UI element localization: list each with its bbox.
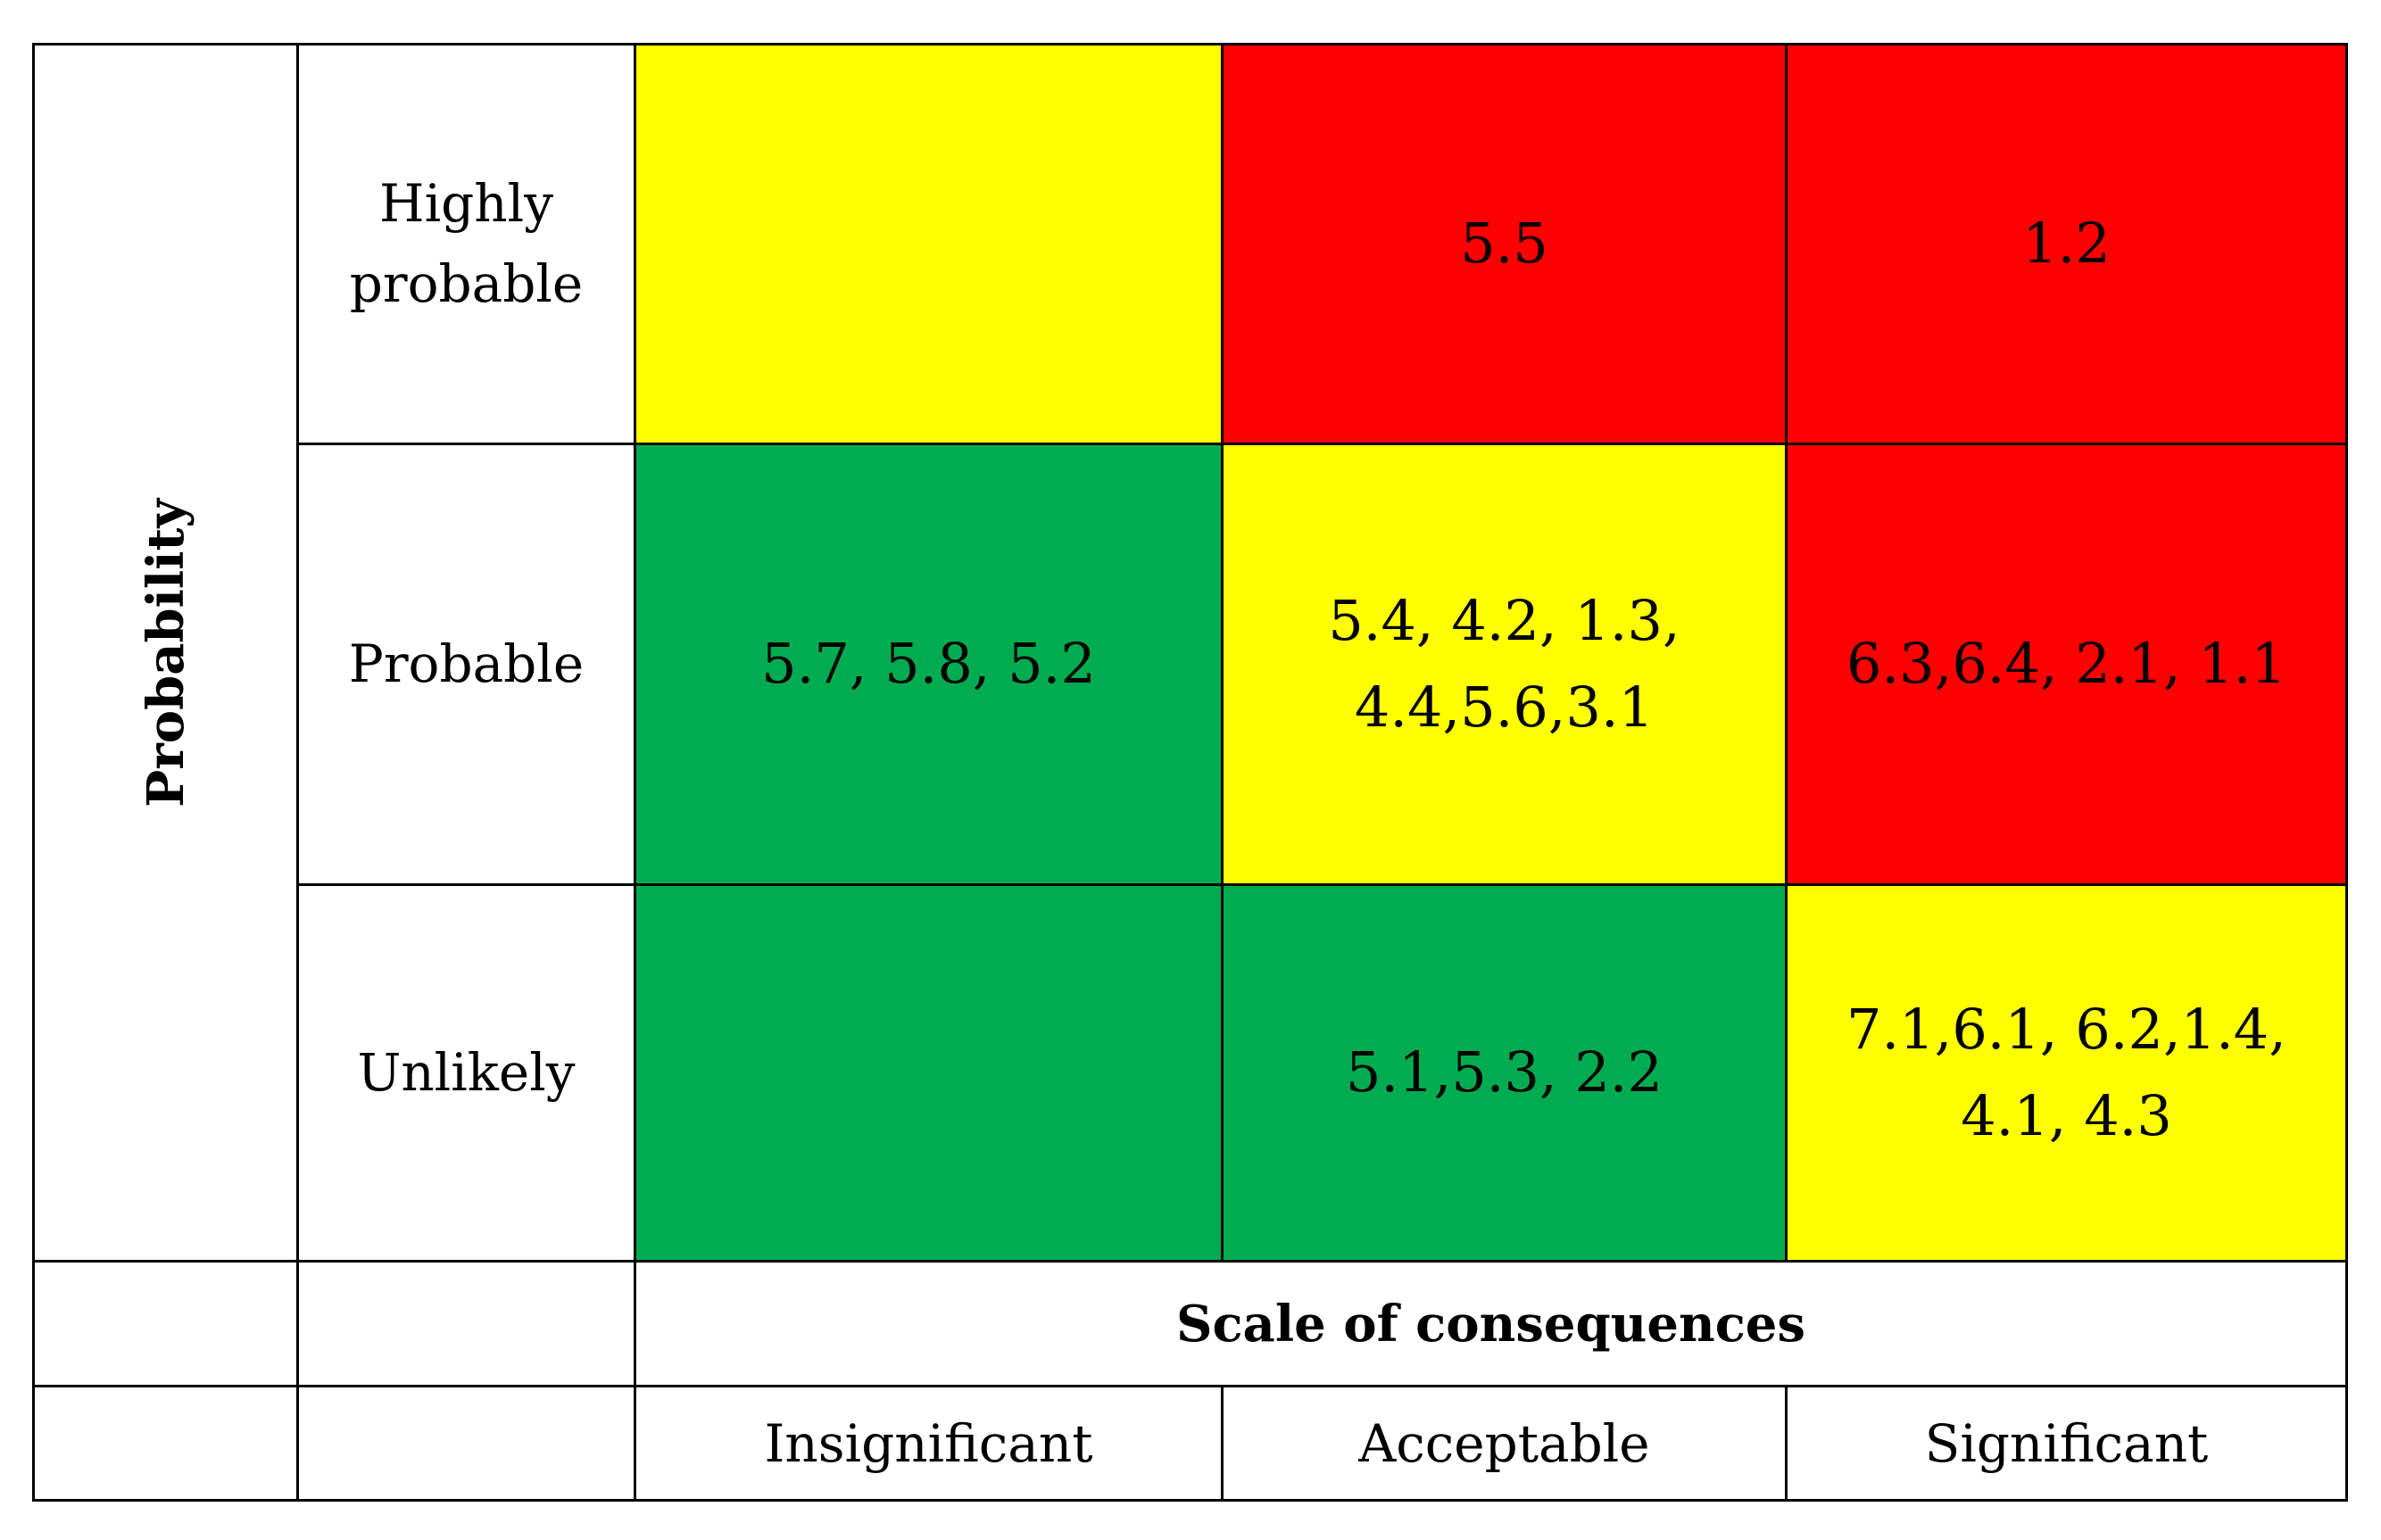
column-labels-row: Insignificant Acceptable Significant [32,1385,2348,1502]
consequences-axis-label: Scale of consequences [634,1260,2348,1387]
risk-cell-highly-probable-insignificant [634,43,1224,445]
risk-cell-probable-acceptable: 5.4, 4.2, 1.3, 4.4,5.6,3.1 [1221,443,1788,886]
consequences-header-row: Scale of consequences [32,1260,2348,1387]
matrix-row-unlikely: Unlikely 5.1,5.3, 2.2 7.1,6.1, 6.2,1.4, … [34,883,2348,1263]
risk-cell-highly-probable-acceptable: 5.5 [1221,43,1788,445]
risk-cell-unlikely-insignificant [634,883,1224,1263]
row-label-probable: Probable [296,443,636,886]
matrix-row-probable: Probable 5.7, 5.8, 5.2 5.4, 4.2, 1.3, 4.… [34,443,2348,886]
risk-cell-highly-probable-significant: 1.2 [1785,43,2348,445]
empty-cell [296,1260,636,1387]
probability-axis-cell: Probability [32,43,299,1263]
risk-cell-probable-insignificant: 5.7, 5.8, 5.2 [634,443,1224,886]
matrix-row-highly-probable: Probability Highly probable 5.5 1.2 [32,43,2348,1263]
row-label-unlikely: Unlikely [296,883,636,1263]
risk-matrix: Probability Highly probable 5.5 1.2 Prob… [32,43,2348,1502]
risk-cell-probable-significant: 6.3,6.4, 2.1, 1.1 [1785,443,2348,886]
row-label-highly-probable: Highly probable [296,43,636,445]
probability-axis-label: Probability [136,498,195,807]
risk-cell-unlikely-significant: 7.1,6.1, 6.2,1.4, 4.1, 4.3 [1785,883,2348,1263]
risk-cell-unlikely-acceptable: 5.1,5.3, 2.2 [1221,883,1788,1263]
empty-cell [32,1260,299,1387]
empty-cell [32,1385,299,1502]
column-label-insignificant: Insignificant [634,1385,1224,1502]
empty-cell [296,1385,636,1502]
column-label-acceptable: Acceptable [1221,1385,1788,1502]
column-label-significant: Significant [1785,1385,2348,1502]
